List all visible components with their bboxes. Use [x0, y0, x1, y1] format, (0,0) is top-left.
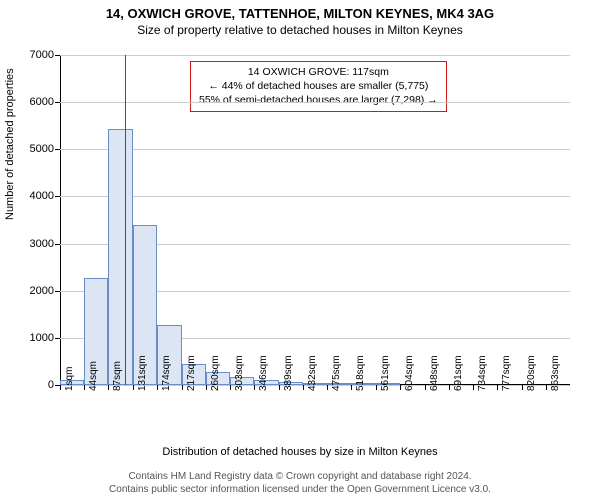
- x-tick-label: 561sqm: [380, 355, 391, 391]
- x-tick-mark: [327, 385, 328, 390]
- plot-area: 14 OXWICH GROVE: 117sqm ← 44% of detache…: [60, 55, 570, 385]
- x-tick-mark: [157, 385, 158, 390]
- annotation-line1: 14 OXWICH GROVE: 117sqm: [199, 65, 438, 79]
- x-tick-mark: [425, 385, 426, 390]
- y-tick-mark: [55, 55, 60, 56]
- x-tick-label: 174sqm: [161, 355, 172, 391]
- x-tick-mark: [133, 385, 134, 390]
- y-tick-mark: [55, 149, 60, 150]
- chart-title-sub: Size of property relative to detached ho…: [0, 21, 600, 37]
- x-tick-label: 863sqm: [550, 355, 561, 391]
- x-tick-label: 303sqm: [234, 355, 245, 391]
- y-tick-mark: [55, 291, 60, 292]
- x-tick-label: 777sqm: [501, 355, 512, 391]
- y-axis-line: [60, 55, 61, 385]
- x-tick-label: 475sqm: [331, 355, 342, 391]
- y-tick-label: 2000: [14, 285, 54, 297]
- x-tick-mark: [449, 385, 450, 390]
- x-tick-mark: [497, 385, 498, 390]
- y-tick-mark: [55, 102, 60, 103]
- x-tick-label: 820sqm: [526, 355, 537, 391]
- x-tick-mark: [254, 385, 255, 390]
- x-tick-label: 217sqm: [186, 355, 197, 391]
- annotation-line3: 55% of semi-detached houses are larger (…: [199, 93, 438, 107]
- x-tick-mark: [351, 385, 352, 390]
- x-tick-label: 518sqm: [355, 355, 366, 391]
- y-tick-mark: [55, 244, 60, 245]
- x-tick-label: 44sqm: [88, 361, 99, 391]
- y-tick-mark: [55, 196, 60, 197]
- x-tick-mark: [108, 385, 109, 390]
- x-tick-mark: [230, 385, 231, 390]
- grid-line: [60, 196, 570, 197]
- x-tick-label: 131sqm: [137, 355, 148, 391]
- x-tick-label: 389sqm: [283, 355, 294, 391]
- y-tick-label: 1000: [14, 332, 54, 344]
- x-tick-mark: [522, 385, 523, 390]
- footer-line1: Contains HM Land Registry data © Crown c…: [0, 470, 600, 483]
- x-tick-label: 432sqm: [307, 355, 318, 391]
- x-tick-label: 87sqm: [112, 361, 123, 391]
- x-tick-label: 1sqm: [64, 367, 75, 391]
- x-tick-mark: [303, 385, 304, 390]
- annotation-box: 14 OXWICH GROVE: 117sqm ← 44% of detache…: [190, 61, 447, 112]
- chart-container: 14, OXWICH GROVE, TATTENHOE, MILTON KEYN…: [0, 0, 600, 500]
- y-tick-label: 6000: [14, 96, 54, 108]
- x-tick-label: 260sqm: [210, 355, 221, 391]
- y-tick-label: 0: [14, 379, 54, 391]
- x-tick-mark: [182, 385, 183, 390]
- y-tick-label: 4000: [14, 190, 54, 202]
- x-tick-label: 691sqm: [453, 355, 464, 391]
- grid-line: [60, 55, 570, 56]
- grid-line: [60, 102, 570, 103]
- reference-line: [125, 55, 126, 385]
- x-tick-mark: [206, 385, 207, 390]
- annotation-line2: ← 44% of detached houses are smaller (5,…: [199, 79, 438, 93]
- x-tick-label: 604sqm: [404, 355, 415, 391]
- x-tick-mark: [546, 385, 547, 390]
- y-tick-label: 7000: [14, 49, 54, 61]
- footer: Contains HM Land Registry data © Crown c…: [0, 470, 600, 496]
- x-tick-label: 648sqm: [429, 355, 440, 391]
- x-tick-mark: [279, 385, 280, 390]
- y-tick-mark: [55, 338, 60, 339]
- x-tick-label: 734sqm: [477, 355, 488, 391]
- y-tick-label: 5000: [14, 143, 54, 155]
- x-axis-title: Distribution of detached houses by size …: [0, 446, 600, 458]
- x-tick-mark: [473, 385, 474, 390]
- x-tick-mark: [60, 385, 61, 390]
- x-tick-mark: [84, 385, 85, 390]
- y-tick-label: 3000: [14, 238, 54, 250]
- histogram-bar: [108, 129, 133, 385]
- footer-line2: Contains public sector information licen…: [0, 483, 600, 496]
- x-tick-label: 346sqm: [258, 355, 269, 391]
- grid-line: [60, 149, 570, 150]
- x-tick-mark: [376, 385, 377, 390]
- x-tick-mark: [400, 385, 401, 390]
- chart-title-main: 14, OXWICH GROVE, TATTENHOE, MILTON KEYN…: [0, 0, 600, 21]
